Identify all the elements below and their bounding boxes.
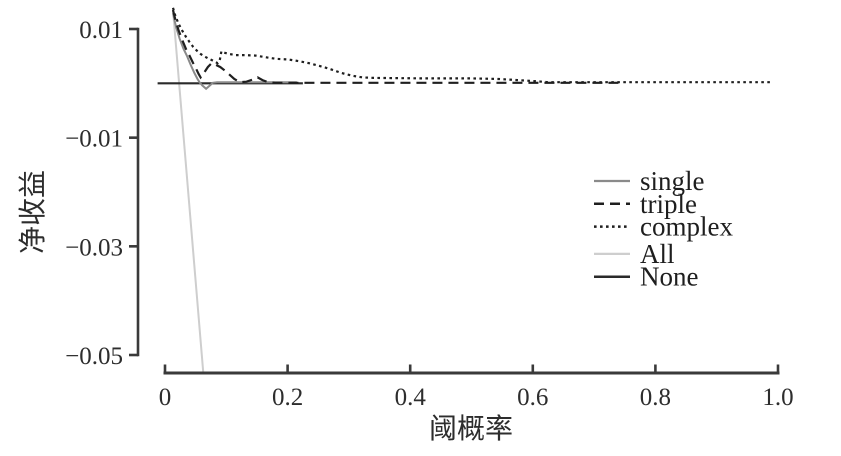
y-tick-label-−0.05: −0.05 <box>65 343 123 370</box>
legend-label-single: single <box>640 166 705 196</box>
legend-item-All: All <box>594 239 675 269</box>
legend-item-None: None <box>594 262 698 292</box>
y-tick-label-−0.01: −0.01 <box>65 126 123 153</box>
x-axis: 0 0.2 0.4 0.6 0.8 1.0 <box>159 364 794 411</box>
y-tick-label-0.01: 0.01 <box>79 17 123 44</box>
y-axis: 0.01 −0.01 −0.03 −0.05 <box>65 17 140 370</box>
x-axis-title: 阈概率 <box>429 413 513 445</box>
legend-label-complex: complex <box>640 212 733 242</box>
x-tick-label-0.2: 0.2 <box>272 384 303 411</box>
x-tick-label-1.0: 1.0 <box>762 384 793 411</box>
series-line-All <box>172 9 205 373</box>
x-tick-label-0.8: 0.8 <box>640 384 671 411</box>
series-line-complex <box>171 7 772 84</box>
legend-label-None: None <box>640 262 698 292</box>
x-tick-label-0: 0 <box>159 384 172 411</box>
y-tick-label-−0.03: −0.03 <box>65 234 123 261</box>
legend-item-single: single <box>594 166 705 196</box>
x-tick-label-0.6: 0.6 <box>517 384 548 411</box>
series-line-triple <box>171 9 623 84</box>
y-axis-title: 净收益 <box>17 170 49 254</box>
x-tick-label-0.4: 0.4 <box>395 384 427 411</box>
legend-item-complex: complex <box>594 212 733 242</box>
legend-item-triple: triple <box>594 189 697 219</box>
series-line-single <box>172 12 297 91</box>
series-lines <box>157 7 772 373</box>
legend-label-All: All <box>640 239 675 269</box>
legend-label-triple: triple <box>640 189 697 219</box>
